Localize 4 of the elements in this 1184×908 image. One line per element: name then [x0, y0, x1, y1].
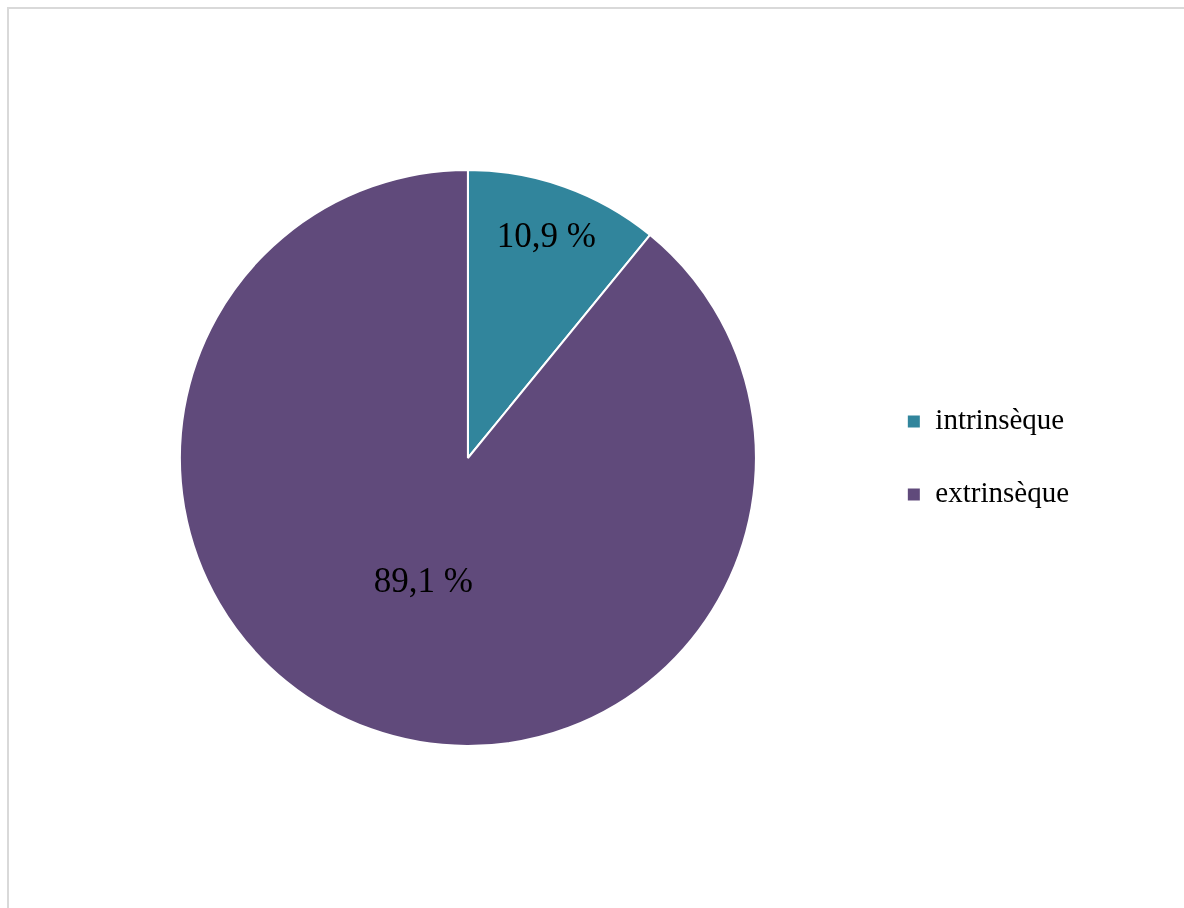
- legend-label: intrinsèque: [935, 403, 1065, 436]
- data-label: 10,9 %: [496, 216, 596, 256]
- data-label: 89,1 %: [373, 560, 474, 600]
- legend-label: extrinsèque: [935, 476, 1069, 509]
